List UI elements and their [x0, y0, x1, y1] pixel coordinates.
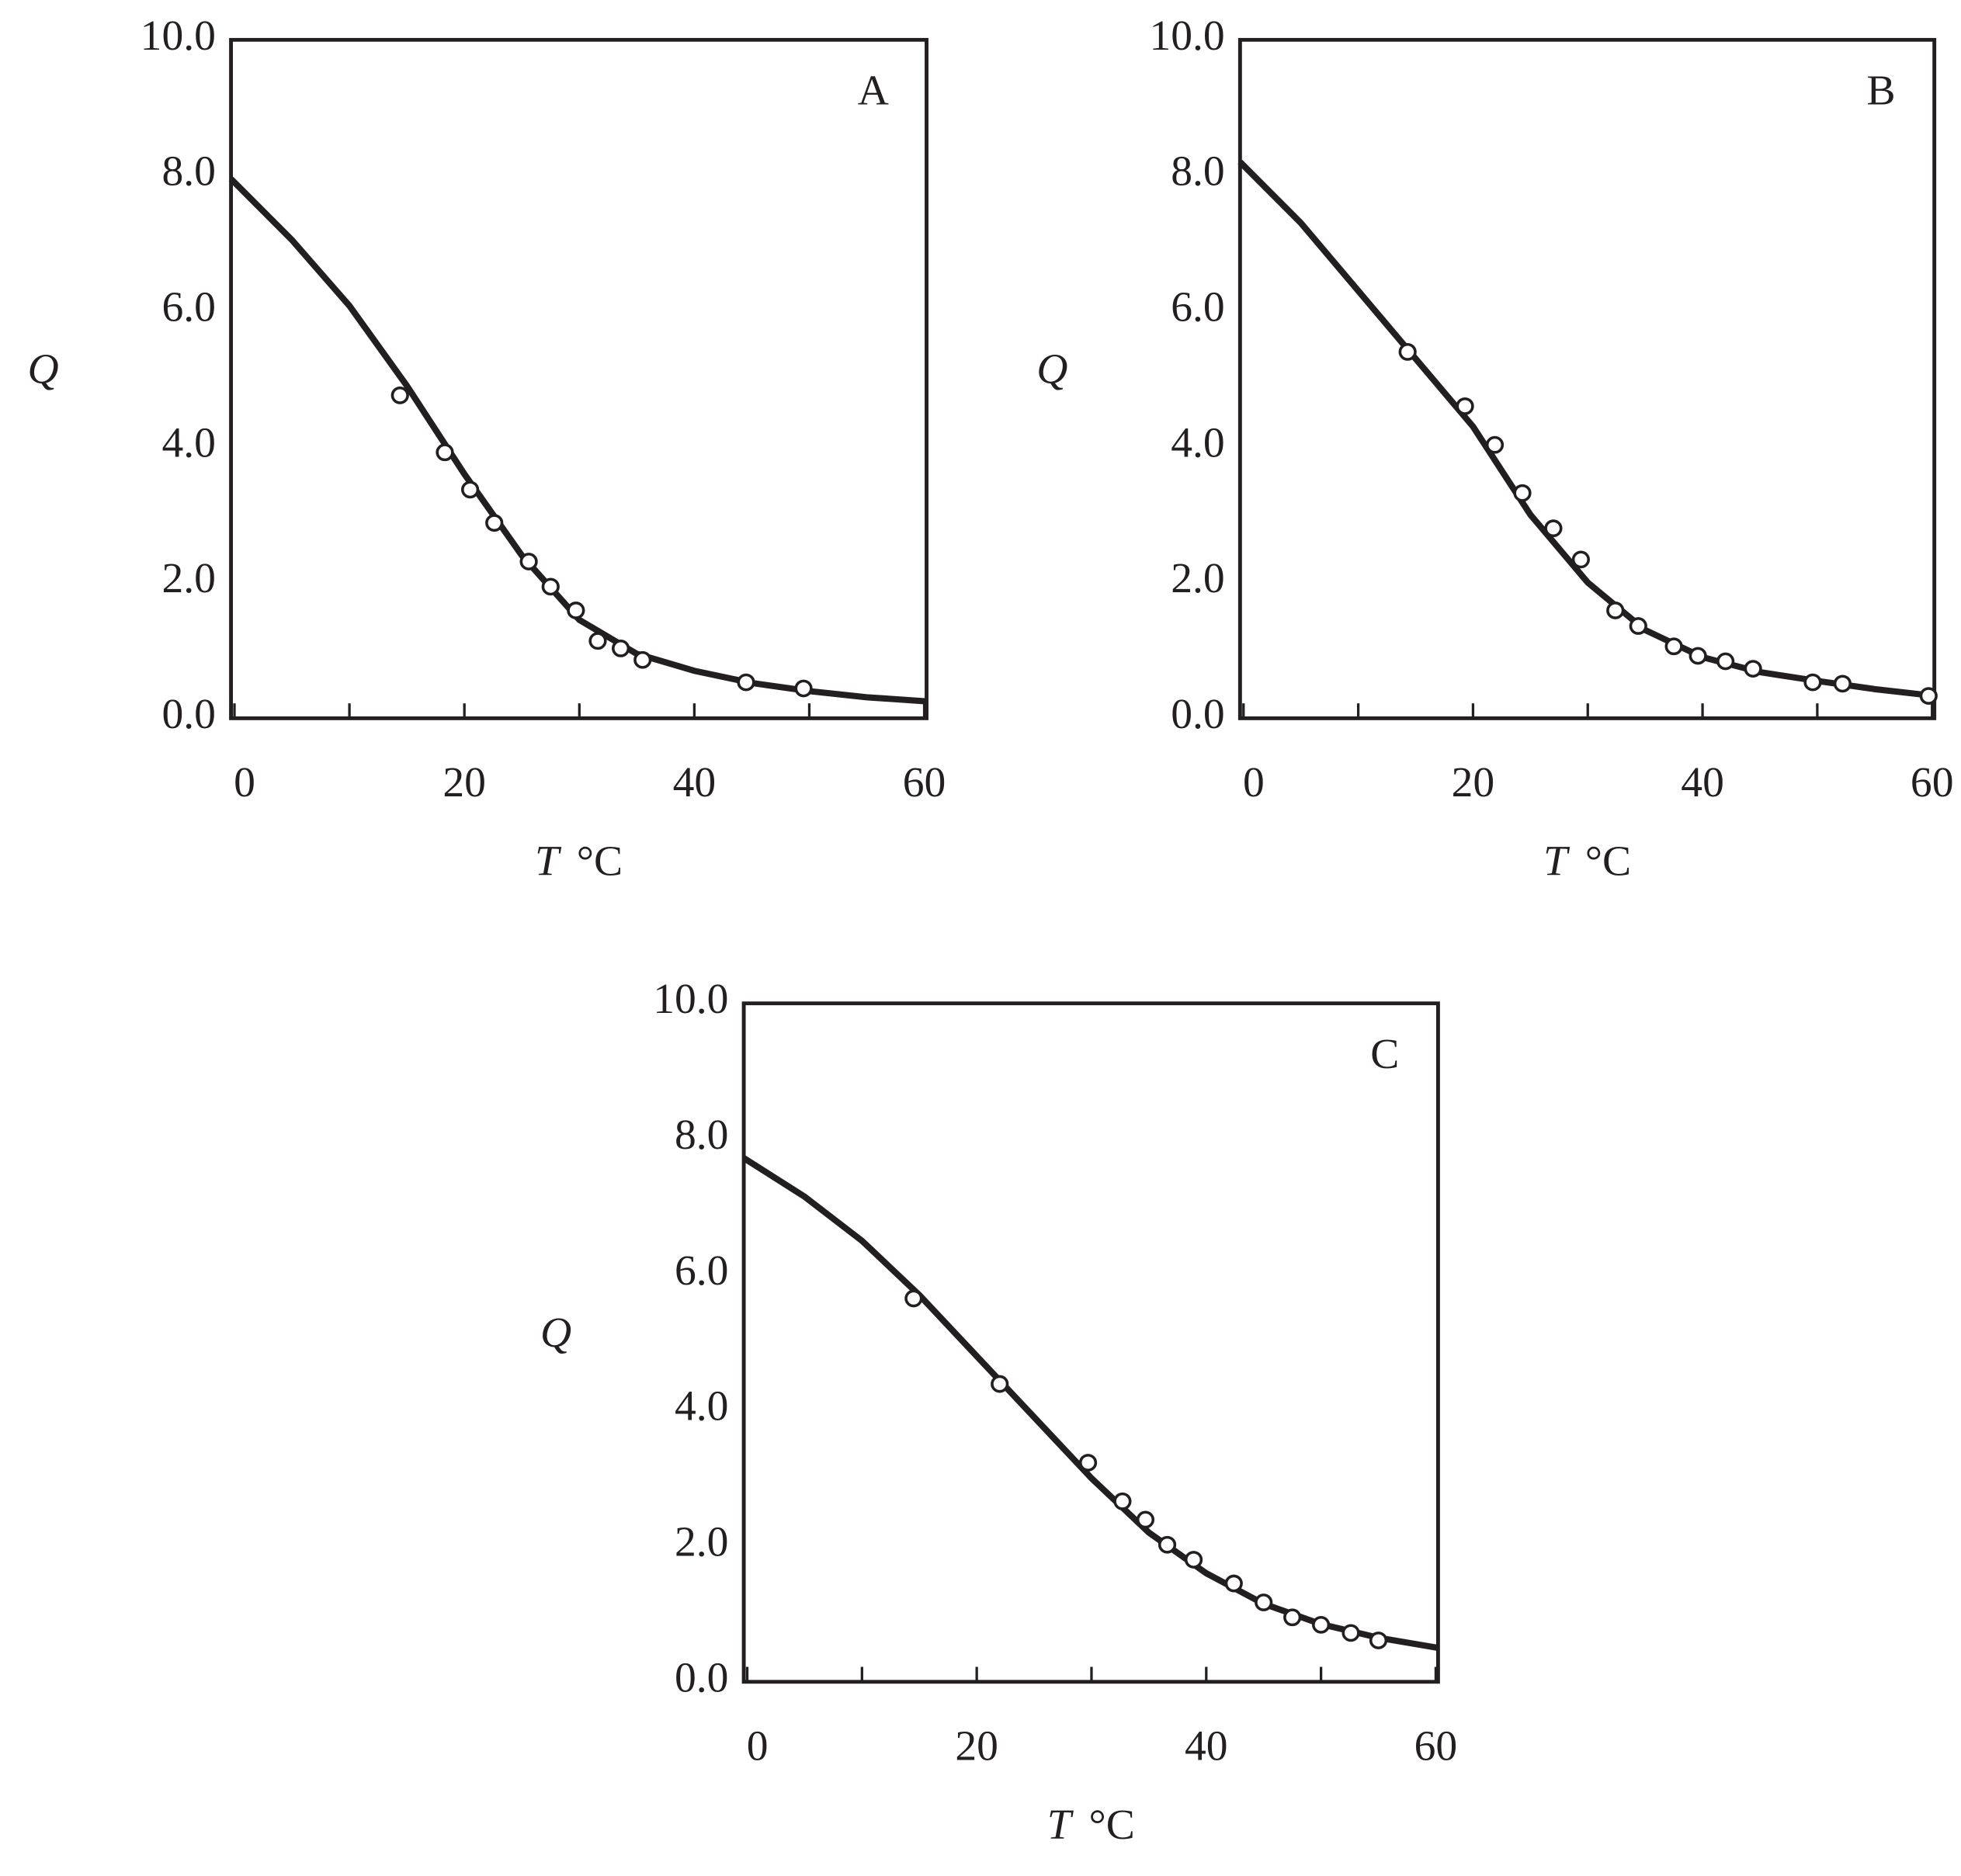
panel-label: B	[1866, 67, 1895, 113]
data-point	[1078, 1454, 1098, 1472]
y-tick-label: 2.0	[1171, 555, 1224, 602]
data-point	[904, 1289, 923, 1308]
data-point	[1136, 1510, 1155, 1529]
x-tick-label: 60	[903, 759, 946, 806]
data-point	[794, 679, 813, 698]
data-point	[1571, 550, 1590, 569]
y-tick-label: 10.0	[141, 12, 216, 58]
data-point	[485, 514, 504, 532]
x-tick-label: 40	[673, 759, 717, 806]
y-tick-label: 2.0	[161, 555, 215, 602]
data-point	[1312, 1615, 1331, 1634]
y-tick-label: 10.0	[1149, 12, 1224, 58]
y-tick-label: 8.0	[161, 147, 215, 194]
data-point	[1158, 1535, 1177, 1554]
data-point	[611, 640, 630, 657]
y-tick-label: 6.0	[161, 283, 215, 330]
x-tick-label: 60	[1414, 1722, 1458, 1769]
data-point	[1919, 687, 1938, 705]
x-tick-label: 20	[955, 1722, 998, 1769]
data-point	[1513, 484, 1532, 502]
data-point	[519, 553, 538, 570]
data-point	[1369, 1632, 1388, 1649]
y-tick-label: 10.0	[653, 976, 728, 1022]
data-point	[1744, 660, 1762, 678]
fit-curve	[741, 1155, 1439, 1652]
data-point	[1716, 652, 1735, 671]
panel-label: A	[858, 67, 889, 113]
y-tick-label: 0.0	[1171, 690, 1224, 737]
y-tick-label: 6.0	[1171, 283, 1224, 330]
plot-frame	[741, 1001, 1440, 1684]
y-axis-label: Q	[1036, 345, 1067, 392]
panel-label: C	[1370, 1030, 1399, 1077]
data-point	[1544, 519, 1563, 538]
data-point	[1456, 397, 1474, 415]
data-point	[1485, 435, 1505, 454]
data-point	[1629, 617, 1647, 635]
x-label-symbol: T	[535, 837, 561, 884]
y-axis-label: Q	[540, 1309, 571, 1356]
y-tick-label: 4.0	[1171, 419, 1224, 466]
data-point	[460, 480, 480, 499]
y-tick-label: 2.0	[675, 1518, 728, 1565]
data-point	[1341, 1624, 1360, 1642]
panel: 0.0 2.0 4.0 6.0 8.0 10.0 0 20 40 60 T °C Q C	[540, 976, 1457, 1848]
x-label-unit: °C	[1585, 837, 1631, 884]
data-point	[1398, 343, 1417, 361]
data-point	[1283, 1608, 1302, 1627]
y-tick-label: 8.0	[675, 1111, 728, 1158]
data-point	[1606, 602, 1625, 619]
data-point	[1184, 1551, 1203, 1569]
y-tick-label: 0.0	[161, 690, 215, 737]
x-tick-label: 0	[1243, 759, 1265, 806]
data-point	[737, 673, 755, 692]
x-tick-label: 0	[747, 1722, 769, 1769]
x-label-symbol: T	[1047, 1801, 1074, 1847]
y-tick-label: 4.0	[161, 419, 215, 466]
x-tick-label: 40	[1681, 759, 1724, 806]
data-point	[1803, 673, 1822, 692]
fit-curve	[228, 176, 927, 705]
y-tick-label: 0.0	[675, 1654, 728, 1701]
panel: 0.0 2.0 4.0 6.0 8.0 10.0 0 20 40 60 T °C Q A	[28, 12, 946, 884]
data-point	[567, 602, 585, 619]
x-label-unit: °C	[1088, 1801, 1134, 1847]
data-point	[588, 632, 607, 650]
x-tick-label: 60	[1911, 759, 1954, 806]
data-point	[1664, 637, 1683, 656]
data-point	[1833, 674, 1852, 693]
x-axis-label: T °C	[1047, 1801, 1135, 1847]
x-label-unit: °C	[577, 837, 623, 884]
fit-curve	[1237, 159, 1935, 699]
data-point	[541, 577, 560, 596]
y-tick-label: 4.0	[675, 1382, 728, 1429]
x-axis-label: T °C	[1543, 837, 1631, 884]
x-tick-label: 40	[1185, 1722, 1228, 1769]
x-label-symbol: T	[1543, 837, 1570, 884]
x-axis-label: T °C	[535, 837, 623, 884]
plot-frame	[1237, 37, 1937, 720]
data-point	[1255, 1593, 1273, 1611]
data-point	[1224, 1574, 1243, 1593]
data-point	[991, 1375, 1009, 1393]
data-point	[390, 386, 409, 404]
y-tick-label: 6.0	[675, 1247, 728, 1293]
x-tick-label: 20	[443, 759, 486, 806]
y-tick-label: 8.0	[1171, 147, 1224, 194]
y-axis-label: Q	[28, 345, 59, 392]
x-tick-label: 0	[234, 759, 255, 806]
data-point	[1113, 1492, 1132, 1510]
data-point	[436, 443, 454, 462]
panel: 0.0 2.0 4.0 6.0 8.0 10.0 0 20 40 60 T °C Q B	[1036, 12, 1953, 884]
data-point	[633, 650, 652, 669]
data-point	[1689, 647, 1707, 665]
x-tick-label: 20	[1452, 759, 1495, 806]
